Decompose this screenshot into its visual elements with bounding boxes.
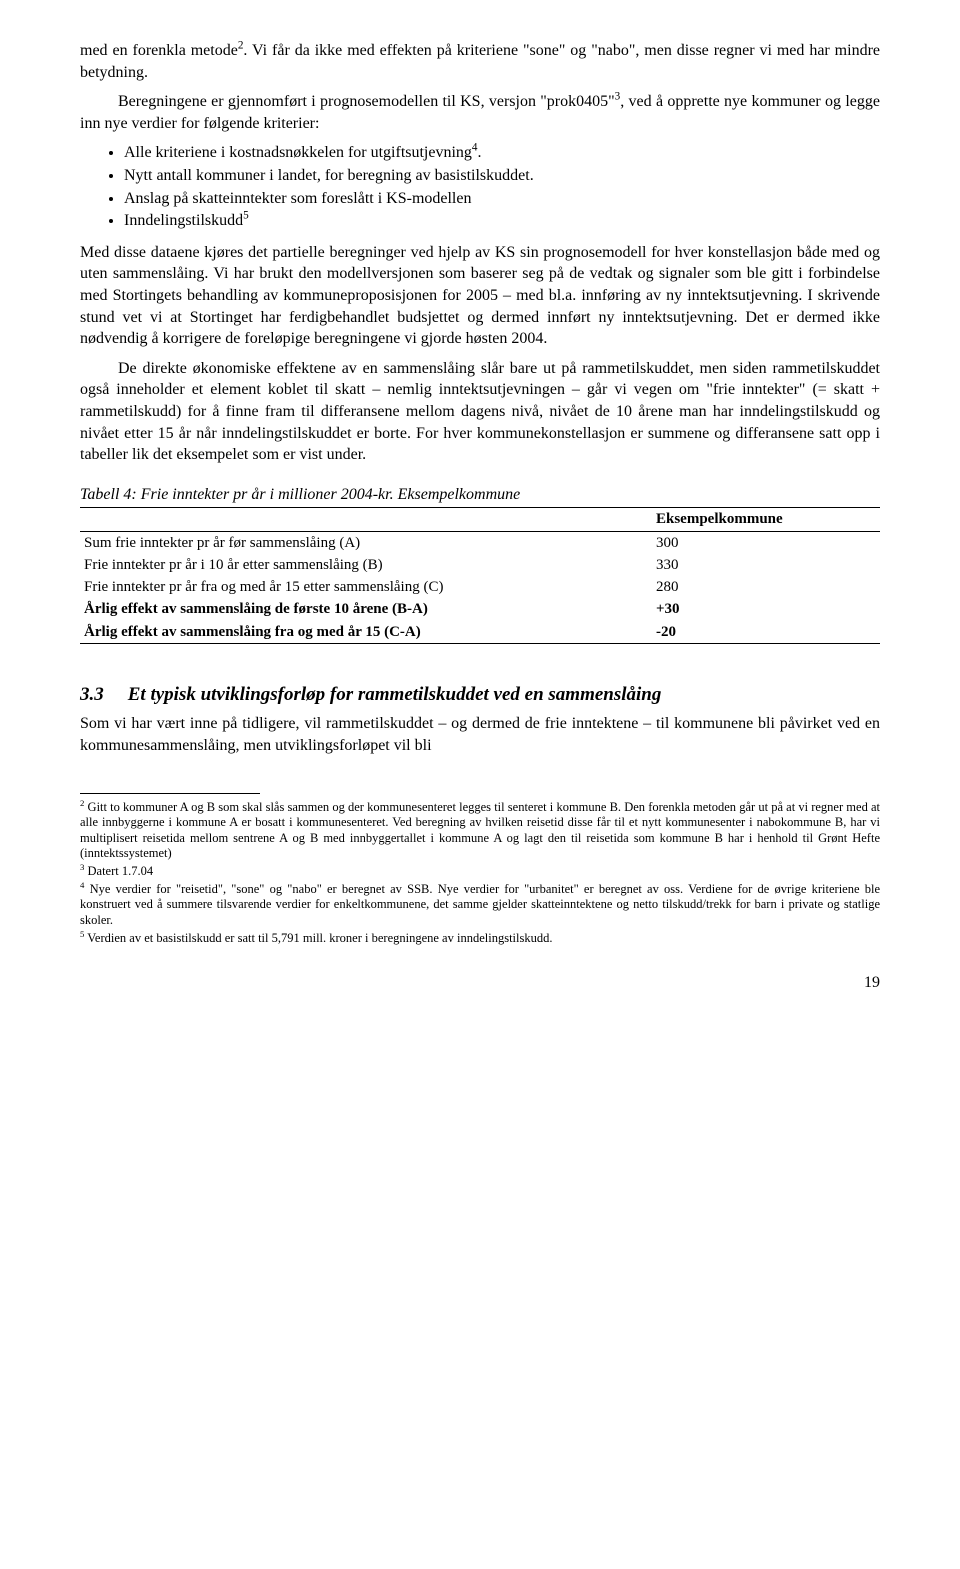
criteria-list: Alle kriteriene i kostnadsnøkkelen for u… bbox=[80, 142, 880, 231]
body-para-1: Med disse dataene kjøres det partielle b… bbox=[80, 242, 880, 350]
body-para-2: De direkte økonomiske effektene av en sa… bbox=[80, 358, 880, 466]
table-row: Frie inntekter pr år i 10 år etter samme… bbox=[80, 554, 880, 576]
footnote-3: 3 Datert 1.7.04 bbox=[80, 864, 880, 880]
intro-para-1: med en forenkla metode2. Vi får da ikke … bbox=[80, 40, 880, 83]
table-row: Sum frie inntekter pr år før sammenslåin… bbox=[80, 531, 880, 554]
table-row: Årlig effekt av sammenslåing de første 1… bbox=[80, 598, 880, 620]
footnotes: 2 Gitt to kommuner A og B som skal slås … bbox=[80, 800, 880, 947]
list-item: Alle kriteriene i kostnadsnøkkelen for u… bbox=[124, 142, 880, 164]
footnote-separator bbox=[80, 793, 260, 794]
footnote-2: 2 Gitt to kommuner A og B som skal slås … bbox=[80, 800, 880, 863]
footnote-5: 5 Verdien av et basistilskudd er satt ti… bbox=[80, 931, 880, 947]
example-table: Eksempelkommune Sum frie inntekter pr år… bbox=[80, 507, 880, 644]
section-para: Som vi har vært inne på tidligere, vil r… bbox=[80, 713, 880, 756]
footnote-4: 4 Nye verdier for "reisetid", "sone" og … bbox=[80, 882, 880, 929]
intro-para-2: Beregningene er gjennomført i prognosemo… bbox=[80, 91, 880, 134]
list-item: Inndelingstilskudd5 bbox=[124, 210, 880, 232]
section-heading: 3.3Et typisk utviklingsforløp for rammet… bbox=[80, 682, 880, 708]
table-row: Årlig effekt av sammenslåing fra og med … bbox=[80, 621, 880, 644]
table-row: Frie inntekter pr år fra og med år 15 et… bbox=[80, 576, 880, 598]
list-item: Nytt antall kommuner i landet, for bereg… bbox=[124, 165, 880, 187]
table-header: Eksempelkommune bbox=[652, 508, 880, 531]
list-item: Anslag på skatteinntekter som foreslått … bbox=[124, 188, 880, 210]
page-number: 19 bbox=[80, 972, 880, 994]
table-caption: Tabell 4: Frie inntekter pr år i million… bbox=[80, 484, 880, 506]
